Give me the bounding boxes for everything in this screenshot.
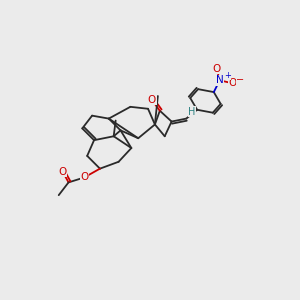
- Text: −: −: [236, 75, 244, 85]
- Text: H: H: [188, 106, 196, 117]
- Text: O: O: [58, 167, 67, 177]
- Text: O: O: [213, 64, 221, 74]
- Text: O: O: [80, 172, 88, 182]
- Text: N: N: [216, 75, 224, 85]
- Text: O: O: [228, 78, 237, 88]
- Text: O: O: [148, 95, 156, 105]
- Text: +: +: [224, 71, 231, 80]
